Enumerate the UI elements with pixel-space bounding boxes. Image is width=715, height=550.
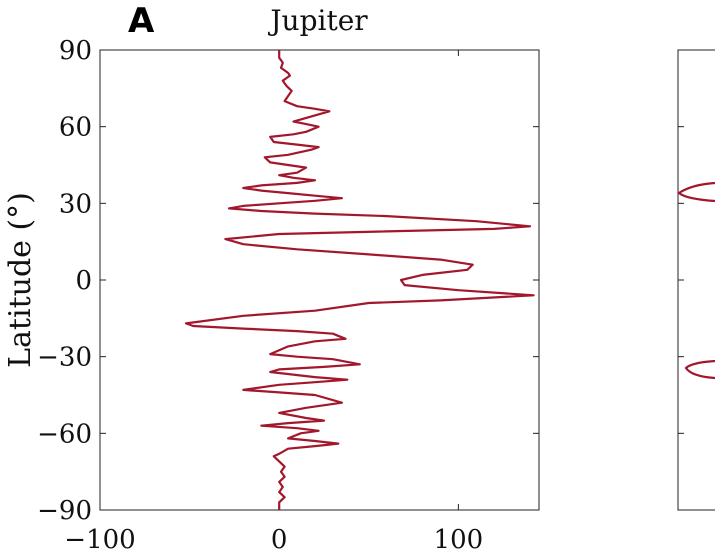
y-ticks-b — [678, 126, 684, 434]
y-tick-label: 60 — [59, 113, 92, 143]
y-tick-label: −60 — [37, 419, 92, 449]
y-axis-label: Latitude (°) — [3, 192, 38, 368]
x-tick-label: −100 — [64, 525, 135, 550]
y-ticks: 90 60 30 0 −30 −60 −90 — [37, 36, 539, 526]
panel-b — [677, 49, 715, 511]
series-line — [184, 50, 535, 510]
panel-a: A Jupiter Latitude (°) 9060300−30−60−90 … — [3, 1, 540, 550]
x-ticks: −100 0 100 — [64, 50, 483, 550]
y-tick-label: 30 — [59, 189, 92, 219]
y-tick-label: −30 — [37, 343, 92, 373]
y-tick-label: 90 — [59, 36, 92, 66]
series-line-b-upper — [677, 181, 715, 203]
y-tick-label: 0 — [75, 266, 92, 296]
series-line-b-lower — [684, 359, 715, 380]
chart-title: Jupiter — [267, 4, 368, 37]
panel-letter: A — [128, 1, 155, 41]
x-tick-label: 100 — [434, 525, 484, 550]
x-tick-label: 0 — [271, 525, 288, 550]
y-tick-label: −90 — [37, 496, 92, 526]
